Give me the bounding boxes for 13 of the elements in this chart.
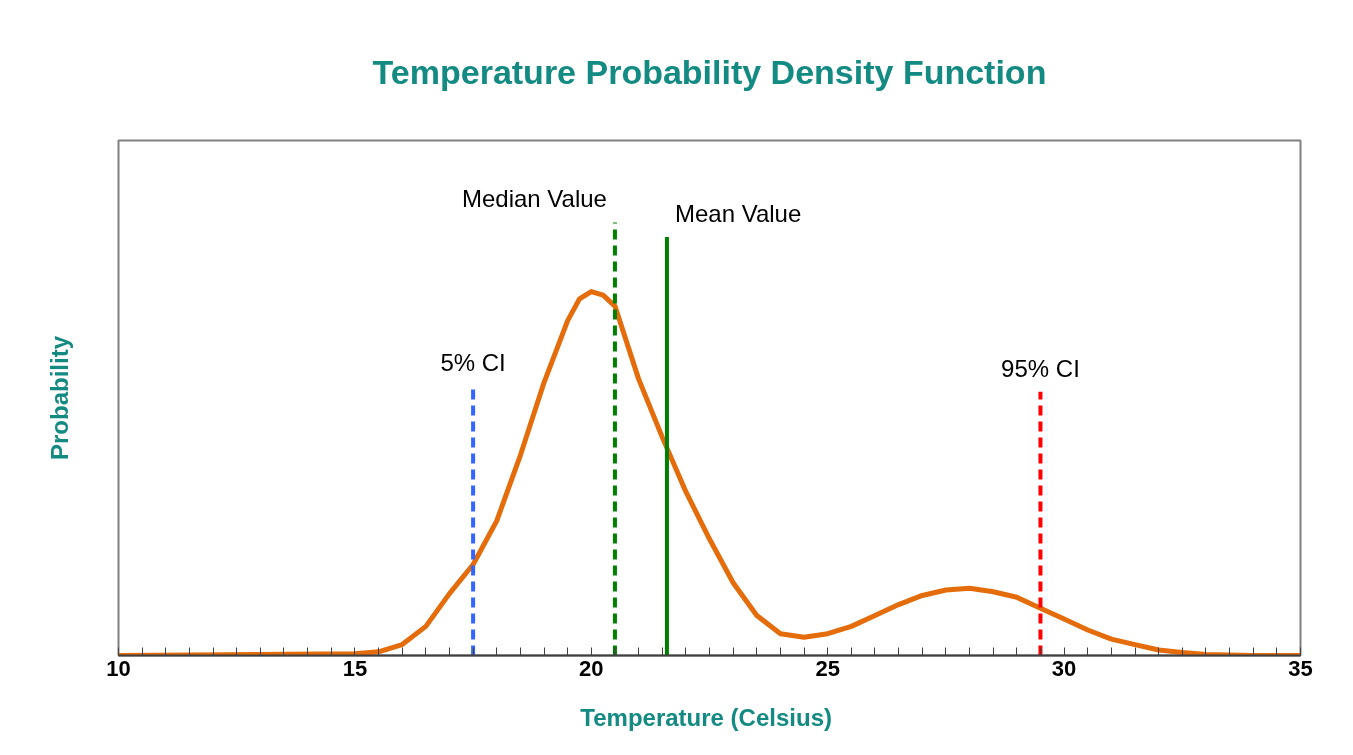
x-tick-label: 20 [579, 655, 604, 681]
ref-line-label: Median Value [461, 185, 607, 213]
y-axis-title: Probability [45, 335, 73, 461]
x-tick-label: 30 [1051, 655, 1077, 681]
x-axis-title: Temperature (Celsius) [580, 703, 832, 731]
x-tick-label: 15 [342, 655, 368, 681]
ref-line-label: 95% CI [1001, 354, 1080, 382]
ref-line-label: Mean Value [674, 199, 802, 227]
chart-title: Temperature Probability Density Function [372, 52, 1047, 91]
x-tick-label: 25 [815, 655, 840, 681]
x-tick-label: 10 [106, 655, 131, 681]
x-tick-label: 35 [1288, 655, 1313, 681]
ref-line-label: 5% CI [440, 349, 506, 377]
